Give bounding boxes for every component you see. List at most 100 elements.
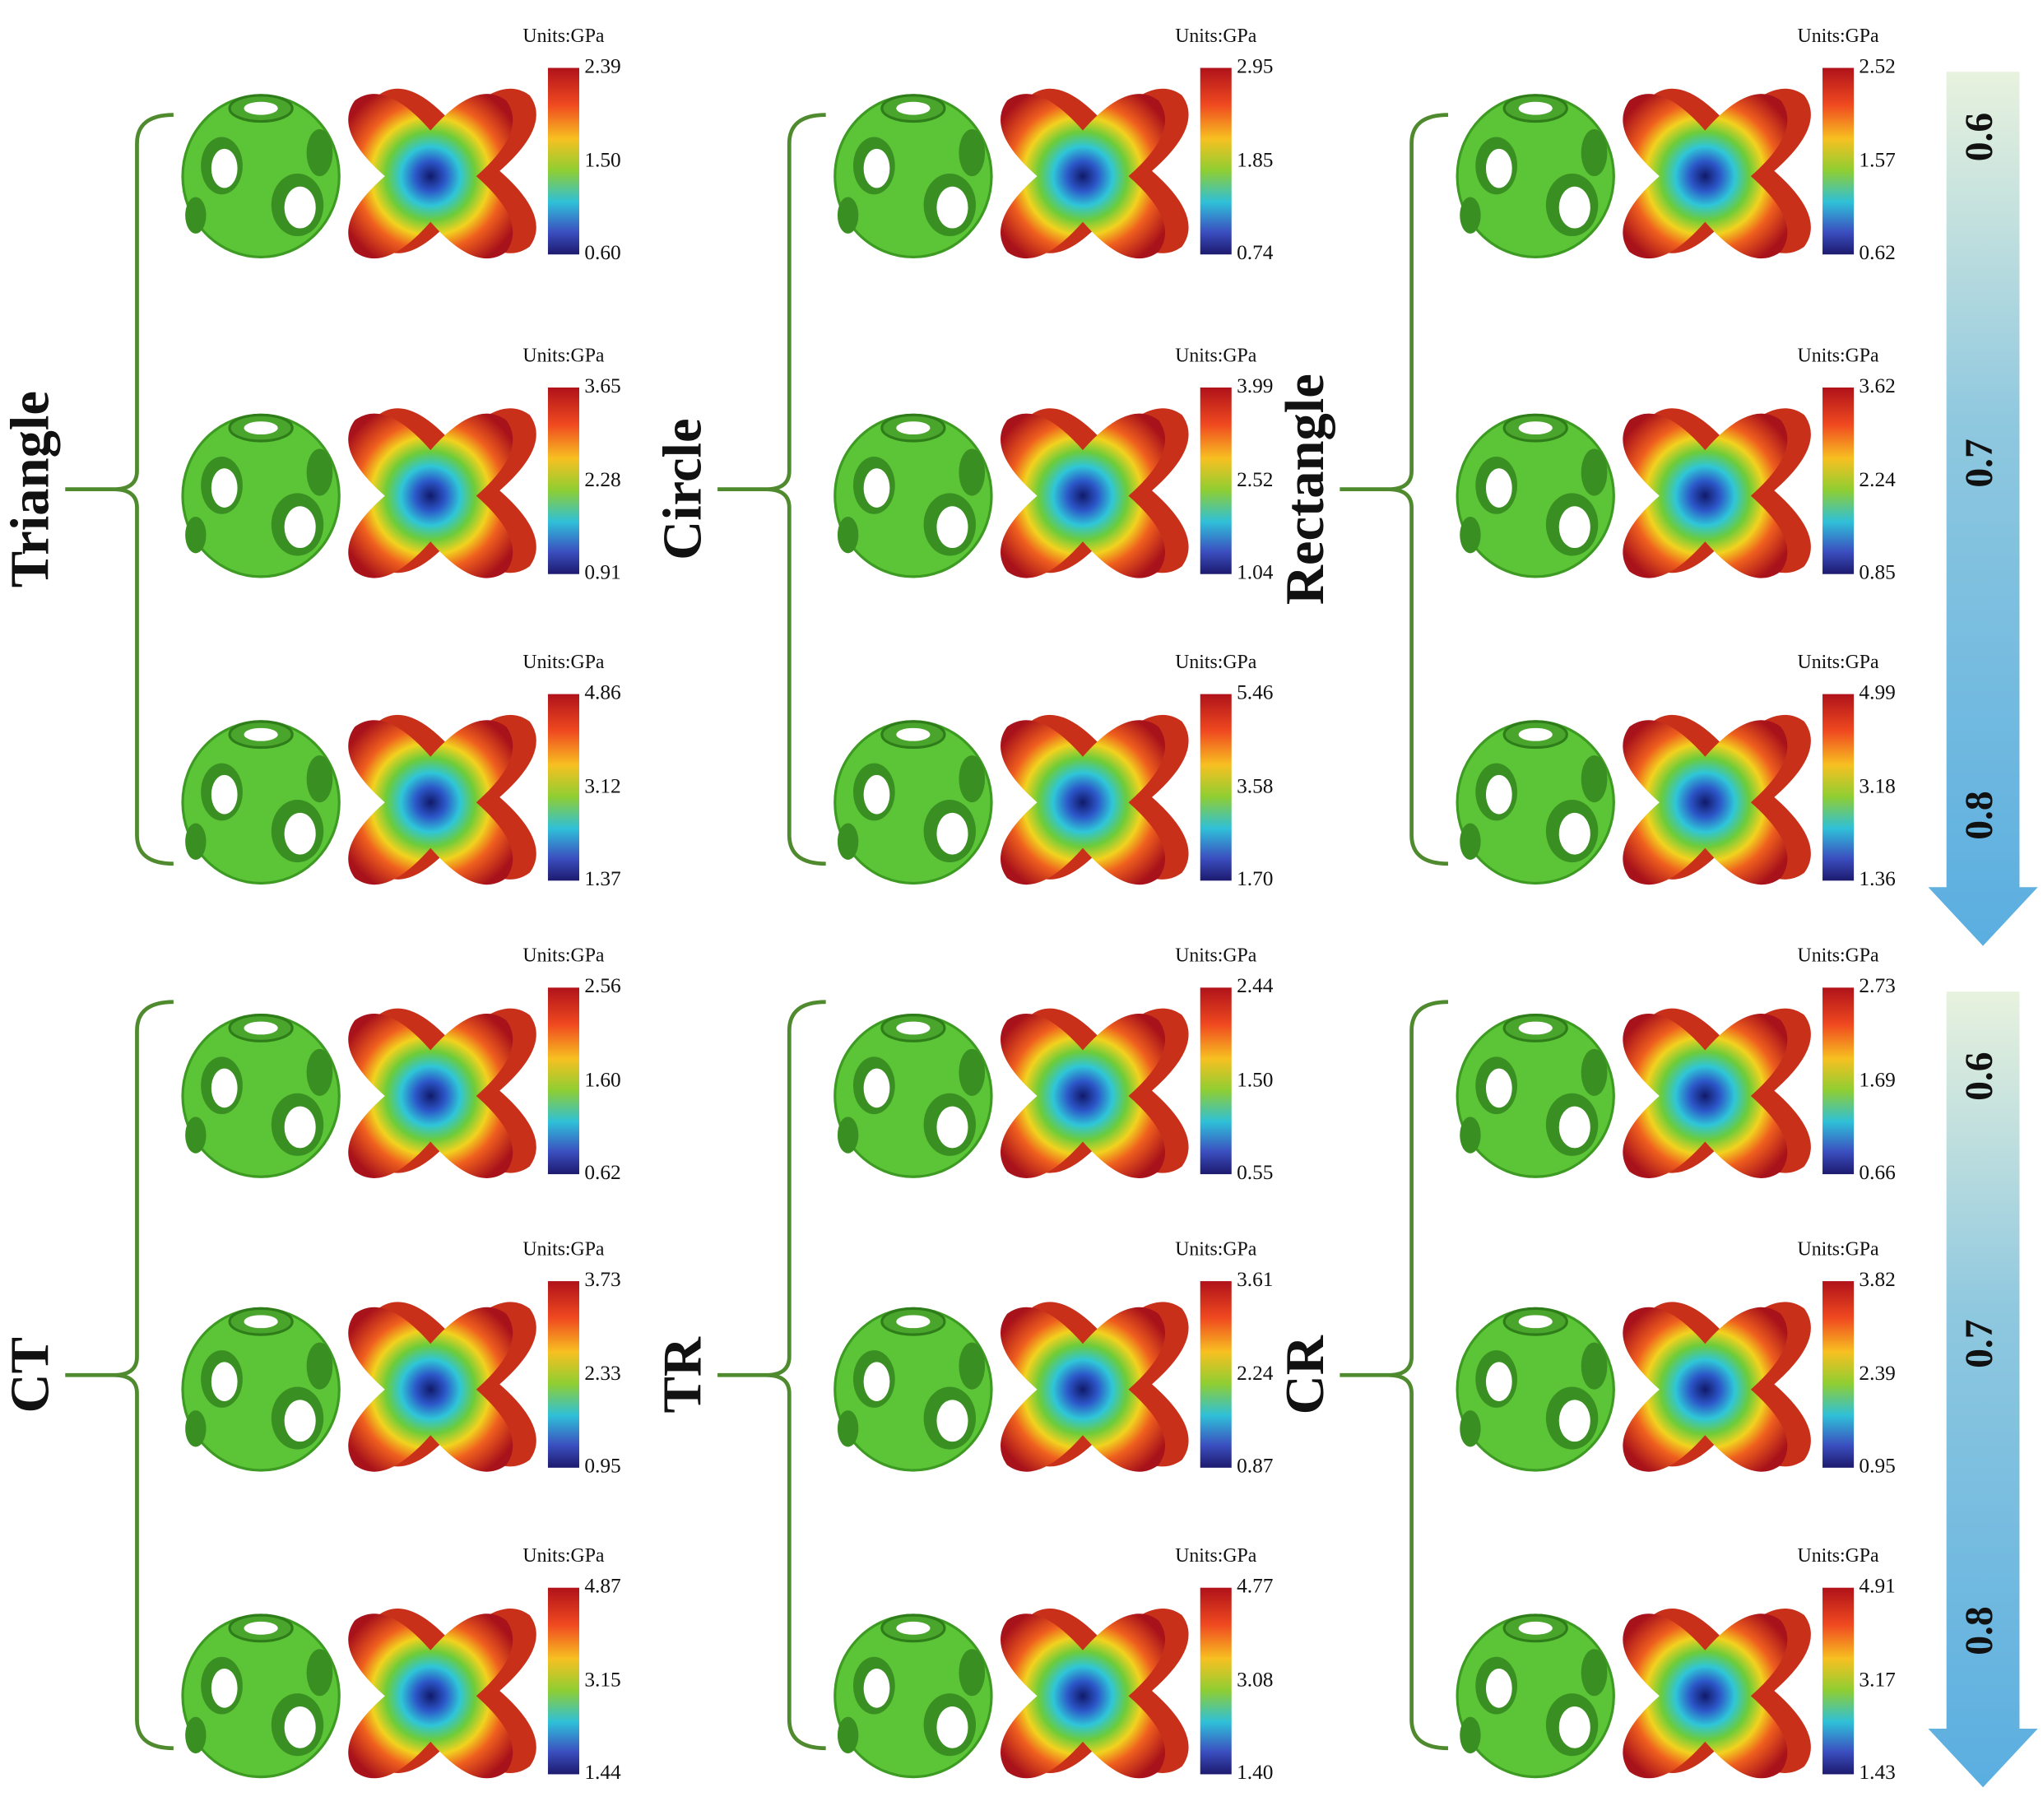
elastic-surface xyxy=(1623,1608,1811,1779)
colorbar-tick: 2.24 xyxy=(1859,468,1896,491)
units-label: Units:GPa xyxy=(1175,1238,1256,1260)
colorbar-tick: 3.15 xyxy=(584,1669,620,1692)
lattice xyxy=(833,1613,993,1779)
colorbar-tick: 1.50 xyxy=(584,148,620,171)
colorbar-tick: 3.65 xyxy=(584,374,620,397)
group-label: CT xyxy=(1,1337,61,1413)
colorbar-tick: 2.95 xyxy=(1237,54,1273,77)
elastic-surface xyxy=(348,1608,536,1779)
bracket xyxy=(717,113,826,866)
group-label: CR xyxy=(1275,1335,1335,1414)
lattice xyxy=(181,1307,341,1472)
elastic-surface xyxy=(1001,88,1189,259)
colorbar-tick: 2.24 xyxy=(1237,1362,1274,1385)
elastic-surface xyxy=(1001,1302,1189,1472)
arrow-label: 0.8 xyxy=(1958,791,2001,839)
colorbar-tick: 2.52 xyxy=(1237,468,1273,491)
lattice xyxy=(833,94,993,259)
colorbar xyxy=(547,1587,579,1775)
arrow-label: 0.8 xyxy=(1958,1606,2001,1655)
colorbar-tick: 2.39 xyxy=(584,54,620,77)
colorbar-tick: 1.36 xyxy=(1859,867,1895,890)
elastic-surface xyxy=(1623,1302,1811,1472)
colorbar xyxy=(547,67,579,255)
arrow xyxy=(1928,72,2038,946)
colorbar-tick: 2.52 xyxy=(1859,54,1895,77)
lattice xyxy=(181,1613,341,1779)
elastic-surface xyxy=(1623,714,1811,885)
colorbar xyxy=(1822,67,1855,255)
lattice xyxy=(1456,1307,1615,1472)
group-label: Triangle xyxy=(1,391,61,587)
arrow-label: 0.7 xyxy=(1958,1319,2001,1367)
elastic-surface xyxy=(348,1008,536,1178)
colorbar-tick: 1.04 xyxy=(1237,561,1274,584)
lattice xyxy=(833,413,993,578)
elastic-surface xyxy=(1623,88,1811,259)
colorbar-tick: 3.73 xyxy=(584,1268,620,1291)
colorbar xyxy=(1200,694,1232,881)
colorbar xyxy=(1822,987,1855,1175)
units-label: Units:GPa xyxy=(522,1238,604,1260)
lattice xyxy=(833,720,993,885)
colorbar xyxy=(547,987,579,1175)
colorbar-tick: 2.28 xyxy=(584,468,620,491)
lattice xyxy=(1456,94,1615,259)
colorbar-tick: 3.58 xyxy=(1237,775,1273,798)
colorbar-tick: 3.99 xyxy=(1237,374,1273,397)
colorbar-tick: 3.82 xyxy=(1859,1268,1895,1291)
colorbar xyxy=(547,1281,579,1468)
colorbar-tick: 0.85 xyxy=(1859,561,1895,584)
lattice xyxy=(181,720,341,885)
group-label: TR xyxy=(652,1336,713,1413)
colorbar-tick: 0.95 xyxy=(1859,1455,1895,1478)
colorbar-tick: 1.43 xyxy=(1859,1761,1895,1784)
units-label: Units:GPa xyxy=(1175,945,1256,967)
lattice xyxy=(181,1014,341,1178)
colorbar-tick: 4.86 xyxy=(584,680,620,703)
colorbar-tick: 0.74 xyxy=(1237,241,1274,264)
colorbar-tick: 1.44 xyxy=(584,1761,621,1784)
colorbar-tick: 0.62 xyxy=(584,1161,620,1184)
arrow xyxy=(1928,991,2038,1788)
arrow-label: 0.6 xyxy=(1958,1052,2001,1100)
units-label: Units:GPa xyxy=(1798,1238,1879,1260)
elastic-surface xyxy=(1001,714,1189,885)
colorbar-tick: 3.62 xyxy=(1859,374,1895,397)
units-label: Units:GPa xyxy=(1175,1545,1256,1567)
colorbar-tick: 1.60 xyxy=(584,1068,620,1091)
arrow-label: 0.7 xyxy=(1958,439,2001,487)
colorbar-tick: 4.99 xyxy=(1859,680,1895,703)
lattice xyxy=(1456,720,1615,885)
colorbar xyxy=(1822,387,1855,574)
colorbar-tick: 2.44 xyxy=(1237,974,1274,997)
lattice xyxy=(1456,1613,1615,1779)
colorbar-tick: 1.50 xyxy=(1237,1068,1273,1091)
colorbar xyxy=(1200,987,1232,1175)
colorbar xyxy=(1822,694,1855,881)
colorbar-tick: 2.56 xyxy=(584,974,620,997)
elastic-surface xyxy=(348,88,536,259)
colorbar-tick: 1.37 xyxy=(584,867,620,890)
colorbar xyxy=(547,387,579,574)
colorbar-tick: 0.95 xyxy=(584,1455,620,1478)
lattice xyxy=(833,1014,993,1178)
lattice xyxy=(833,1307,993,1472)
units-label: Units:GPa xyxy=(1798,345,1879,366)
colorbar xyxy=(1200,67,1232,255)
colorbar-tick: 0.87 xyxy=(1237,1455,1273,1478)
colorbar xyxy=(1200,1281,1232,1468)
colorbar xyxy=(1200,1587,1232,1775)
colorbar-tick: 0.66 xyxy=(1859,1161,1895,1184)
colorbar-tick: 2.73 xyxy=(1859,974,1895,997)
elastic-surface xyxy=(348,714,536,885)
colorbar-tick: 1.40 xyxy=(1237,1761,1273,1784)
units-label: Units:GPa xyxy=(1798,652,1879,673)
lattice xyxy=(181,413,341,578)
lattice xyxy=(1456,413,1615,578)
colorbar-tick: 3.08 xyxy=(1237,1669,1273,1692)
colorbar-tick: 2.39 xyxy=(1859,1362,1895,1385)
elastic-surface xyxy=(1623,408,1811,578)
units-label: Units:GPa xyxy=(1798,26,1879,47)
